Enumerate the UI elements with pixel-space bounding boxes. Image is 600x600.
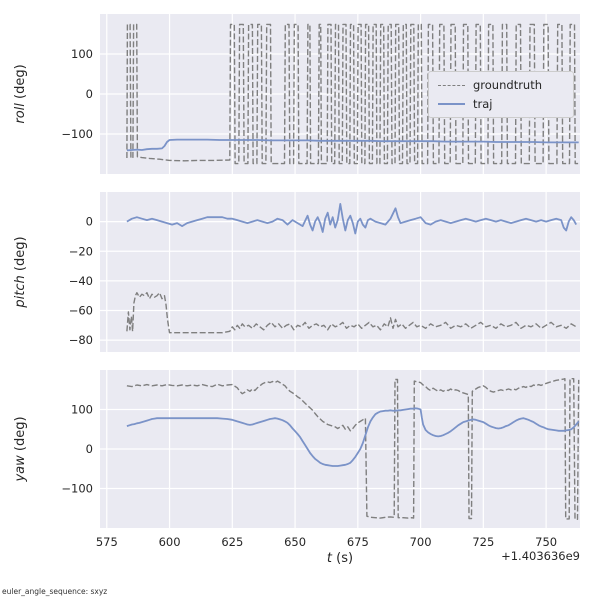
groundtruth-line-sample (438, 84, 465, 86)
pitch-axis-label-unit: (deg) (13, 236, 28, 276)
roll-axis-label-unit: (deg) (13, 64, 28, 104)
x-axis-label: t (s) (100, 551, 580, 566)
x-tick-label: 700 (410, 535, 432, 549)
x-axis-offset-text: +1.403636e9 (501, 549, 580, 563)
x-axis-label-unit: (s) (332, 551, 354, 566)
y-tick-label: 0 (86, 87, 93, 101)
x-tick-label: 675 (347, 535, 369, 549)
pitch-axis-label-name: pitch (13, 275, 28, 308)
y-tick-label: −60 (69, 304, 93, 318)
series-groundtruth (126, 23, 579, 165)
series-groundtruth (126, 291, 577, 334)
y-tick-label: 0 (86, 215, 93, 229)
legend-label: traj (473, 97, 493, 111)
pitch-plot: 0 −20 −40 −60 −80 (69, 192, 580, 352)
x-tick-label: 750 (535, 535, 557, 549)
series-traj (126, 138, 579, 152)
x-tick-label: 600 (159, 535, 181, 549)
y-tick-label: −100 (61, 127, 93, 141)
yaw-axis-label: yaw (deg) (13, 369, 31, 529)
pitch-axis-label: pitch (deg) (13, 192, 31, 352)
euler-sequence-note: euler_angle_sequence: sxyz (2, 587, 108, 596)
legend: groundtruth traj (428, 71, 574, 118)
yaw-axis-label-unit: (deg) (13, 416, 28, 456)
x-tick-label: 625 (221, 535, 243, 549)
series-traj (126, 407, 580, 467)
y-tick-label: 100 (71, 47, 93, 61)
y-tick-label: 100 (71, 403, 93, 417)
roll-axis-label-name: roll (13, 103, 28, 124)
series-traj (126, 202, 577, 235)
yaw-plot: 100 0 −100 575 600 625 650 675 700 725 750 (61, 370, 580, 549)
x-tick-label: 575 (96, 535, 118, 549)
y-tick-label: 0 (86, 442, 93, 456)
legend-entry-groundtruth: groundtruth (438, 78, 564, 92)
y-tick-label: −40 (69, 274, 93, 288)
traj-line-sample (438, 103, 465, 105)
y-tick-label: −100 (61, 482, 93, 496)
legend-entry-traj: traj (438, 97, 564, 111)
x-tick-label: 725 (472, 535, 494, 549)
y-tick-label: −80 (69, 333, 93, 347)
yaw-axis-label-name: yaw (13, 455, 28, 482)
legend-label: groundtruth (473, 78, 543, 92)
y-tick-label: −20 (69, 244, 93, 258)
series-groundtruth (126, 377, 580, 521)
x-axis-label-name: t (326, 551, 333, 566)
roll-axis-label: roll (deg) (13, 14, 31, 174)
x-tick-label: 650 (284, 535, 306, 549)
panel-background (100, 192, 580, 352)
